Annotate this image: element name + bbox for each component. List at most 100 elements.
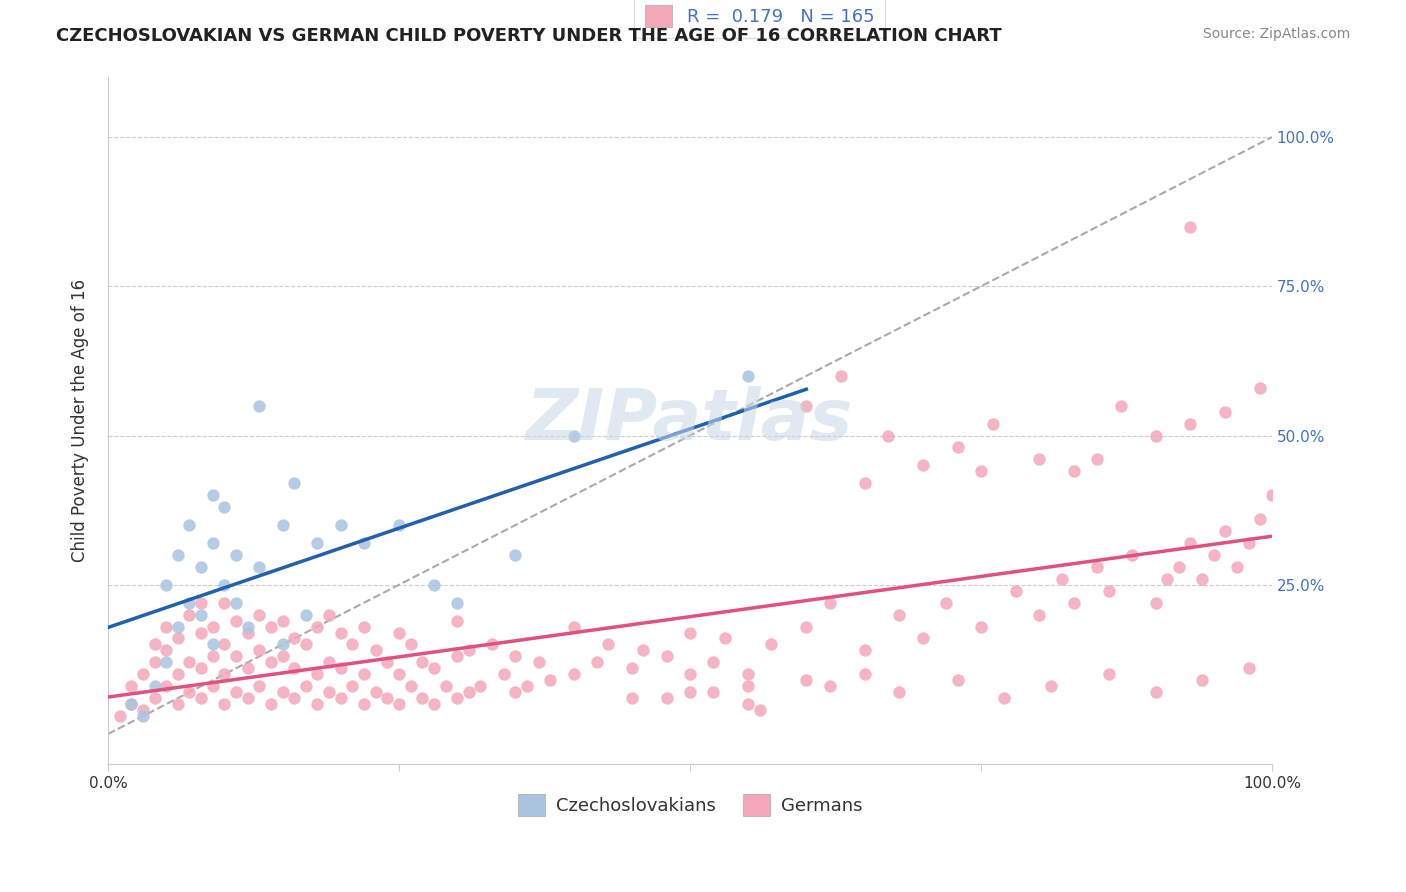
Point — [236, 625, 259, 640]
Point — [342, 679, 364, 693]
Point — [830, 368, 852, 383]
Point — [260, 619, 283, 633]
Point — [179, 518, 201, 533]
Point — [1249, 381, 1271, 395]
Point — [108, 709, 131, 723]
Point — [190, 691, 212, 706]
Point — [236, 619, 259, 633]
Point — [853, 476, 876, 491]
Point — [247, 643, 270, 657]
Point — [411, 691, 433, 706]
Point — [166, 619, 188, 633]
Point — [155, 679, 177, 693]
Point — [190, 559, 212, 574]
Point — [889, 607, 911, 622]
Point — [633, 643, 655, 657]
Point — [818, 679, 841, 693]
Point — [260, 656, 283, 670]
Point — [214, 667, 236, 681]
Point — [1144, 685, 1167, 699]
Point — [190, 625, 212, 640]
Point — [179, 685, 201, 699]
Point — [481, 637, 503, 651]
Point — [190, 661, 212, 675]
Point — [446, 691, 468, 706]
Point — [353, 619, 375, 633]
Point — [853, 667, 876, 681]
Point — [1180, 219, 1202, 234]
Point — [446, 596, 468, 610]
Point — [1109, 399, 1132, 413]
Point — [1191, 572, 1213, 586]
Point — [1237, 536, 1260, 550]
Point — [120, 697, 142, 711]
Point — [457, 685, 479, 699]
Point — [271, 614, 294, 628]
Point — [155, 578, 177, 592]
Point — [457, 643, 479, 657]
Point — [307, 536, 329, 550]
Point — [585, 656, 607, 670]
Point — [492, 667, 515, 681]
Point — [434, 679, 457, 693]
Point — [794, 619, 817, 633]
Point — [143, 691, 166, 706]
Point — [190, 607, 212, 622]
Point — [225, 548, 247, 562]
Point — [1063, 596, 1085, 610]
Point — [388, 518, 411, 533]
Point — [679, 667, 702, 681]
Point — [1063, 464, 1085, 478]
Point — [375, 656, 398, 670]
Point — [935, 596, 957, 610]
Point — [655, 649, 678, 664]
Point — [214, 697, 236, 711]
Point — [1180, 417, 1202, 431]
Text: ZIPatlas: ZIPatlas — [526, 386, 853, 455]
Point — [342, 637, 364, 651]
Point — [283, 691, 305, 706]
Point — [1261, 488, 1284, 502]
Point — [375, 691, 398, 706]
Point — [748, 703, 770, 717]
Point — [247, 679, 270, 693]
Point — [1249, 512, 1271, 526]
Point — [283, 661, 305, 675]
Point — [190, 596, 212, 610]
Point — [423, 661, 446, 675]
Point — [446, 649, 468, 664]
Point — [679, 625, 702, 640]
Point — [214, 578, 236, 592]
Y-axis label: Child Poverty Under the Age of 16: Child Poverty Under the Age of 16 — [72, 279, 89, 562]
Point — [225, 614, 247, 628]
Point — [166, 548, 188, 562]
Point — [201, 619, 224, 633]
Point — [295, 679, 318, 693]
Point — [423, 697, 446, 711]
Point — [179, 656, 201, 670]
Point — [214, 596, 236, 610]
Point — [247, 399, 270, 413]
Point — [981, 417, 1004, 431]
Point — [620, 661, 643, 675]
Point — [399, 679, 422, 693]
Point — [155, 619, 177, 633]
Point — [655, 691, 678, 706]
Point — [318, 607, 340, 622]
Point — [143, 637, 166, 651]
Point — [516, 679, 538, 693]
Point — [1237, 661, 1260, 675]
Point — [505, 685, 527, 699]
Point — [295, 637, 318, 651]
Point — [179, 607, 201, 622]
Point — [283, 476, 305, 491]
Point — [283, 632, 305, 646]
Point — [201, 637, 224, 651]
Point — [271, 649, 294, 664]
Point — [620, 691, 643, 706]
Point — [1226, 559, 1249, 574]
Point — [737, 368, 759, 383]
Point — [179, 596, 201, 610]
Point — [307, 667, 329, 681]
Point — [1098, 667, 1121, 681]
